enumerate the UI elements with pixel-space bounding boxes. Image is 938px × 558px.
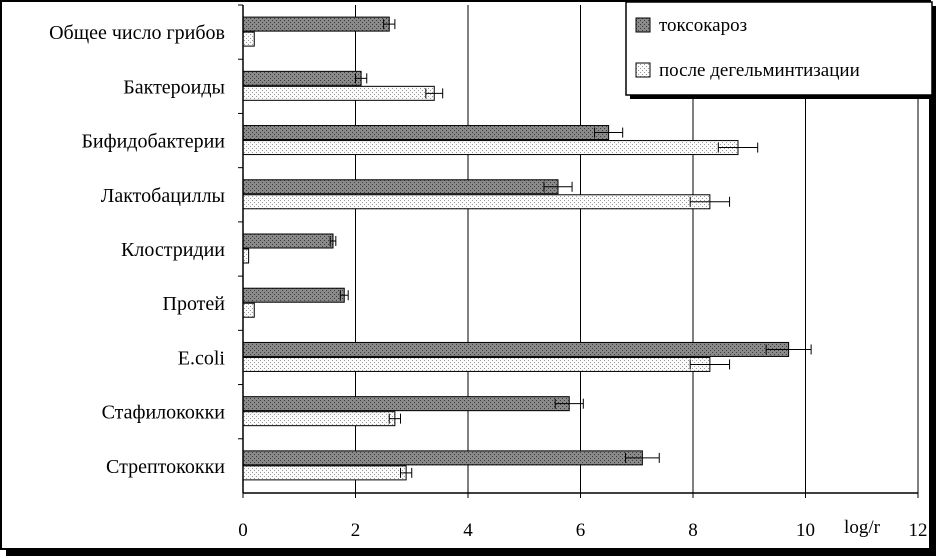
x-tick-label-6: 6: [576, 520, 586, 541]
bar-series-1-клостридии: [242, 248, 250, 264]
x-tick-label-2: 2: [351, 520, 361, 541]
bar-series-0-лактобациллы: [242, 179, 559, 195]
category-label-стафилококки: Стафилококки: [102, 402, 226, 424]
legend-box: [625, 1, 933, 96]
x-tick-label-0: 0: [238, 520, 248, 541]
category-label-протей: Протей: [163, 293, 226, 315]
bar-series-0-бифидобактерии: [242, 125, 610, 141]
category-label-общее-число-грибов: Общее число грибов: [49, 22, 225, 44]
category-label-бифидобактерии: Бифидобактерии: [81, 131, 225, 153]
category-label-e-coli: E.coli: [178, 347, 226, 369]
bars-group: [242, 16, 812, 481]
bar-series-0-бактероиды: [242, 70, 362, 86]
legend-swatch-after-deworming: [635, 62, 651, 78]
bar-series-1-протей: [242, 302, 255, 318]
legend: токсокароз после дегельминтизации: [625, 1, 936, 99]
legend-label-after-deworming: после дегельминтизации: [659, 60, 860, 81]
x-tick-labels: 0 2 4 6 8 10 12: [238, 520, 927, 541]
bar-series-0-стрептококки: [242, 450, 643, 466]
bar-series-0-общее-число-грибов: [242, 16, 390, 32]
bar-series-0-клостридии: [242, 233, 334, 249]
legend-swatch-toxocarosis: [635, 17, 651, 33]
bar-series-1-бактероиды: [242, 85, 435, 101]
bar-series-0-e-coli: [242, 341, 790, 357]
category-label-бактероиды: Бактероиды: [123, 76, 225, 98]
x-tick-label-4: 4: [463, 520, 473, 541]
category-label-стрептококки: Стрептококки: [106, 456, 225, 478]
category-label-лактобациллы: Лактобациллы: [101, 185, 225, 207]
x-tick-label-12: 12: [909, 520, 928, 541]
category-label-клостридии: Клостридии: [121, 239, 225, 261]
bar-series-1-общее-число-грибов: [242, 31, 255, 47]
bar-series-1-стафилококки: [242, 411, 396, 427]
bar-series-1-e-coli: [242, 356, 711, 372]
bar-series-1-стрептококки: [242, 465, 407, 481]
bar-series-0-протей: [242, 287, 345, 303]
x-axis-label: log/r: [844, 517, 881, 538]
bar-series-1-бифидобактерии: [242, 140, 739, 156]
legend-label-toxocarosis: токсокароз: [659, 15, 747, 36]
x-tick-label-10: 10: [796, 520, 815, 541]
x-tick-label-8: 8: [688, 520, 698, 541]
category-labels: Общее число грибов Бактероиды Бифидобактер…: [49, 4, 243, 478]
bar-series-1-лактобациллы: [242, 194, 711, 210]
bar-series-0-стафилококки: [242, 396, 570, 412]
